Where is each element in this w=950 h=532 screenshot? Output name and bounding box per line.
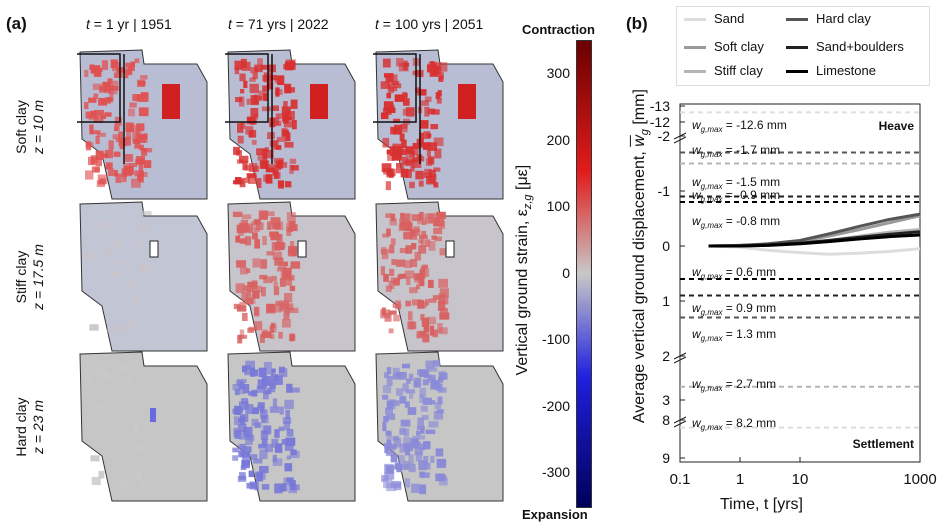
wmax-annotation: wg,max = 0.9 mm (692, 301, 776, 317)
legend-swatch (786, 18, 808, 22)
y-tick-label: 8 (662, 412, 670, 428)
legend-item: Sand (684, 11, 744, 26)
y-tick-label: -13 (650, 98, 670, 114)
wmax-annotation: wg,max = -1.7 mm (692, 143, 780, 159)
y-tick-label: 2 (662, 348, 670, 364)
wmax-annotation: wg,max = -0.9 mm (692, 188, 780, 204)
legend-item: Stiff clay (684, 63, 763, 78)
x-tick-label: 10 (792, 471, 809, 488)
legend-label: Sand (714, 11, 745, 26)
chart-xlabel: Time, t [yrs] (720, 496, 803, 513)
x-tick-label: 0.1 (670, 471, 691, 488)
y-tick-label: 9 (662, 450, 670, 466)
wmax-annotation: wg,max = 0.6 mm (692, 265, 776, 281)
heave-label: Heave (879, 119, 915, 133)
y-tick-label: -1 (658, 183, 671, 199)
col-title-3: t = 100 yrs | 2051 (375, 16, 484, 32)
series-line (708, 233, 921, 248)
legend-item: Hard clay (786, 11, 871, 26)
colorbar-tick: -100 (541, 331, 570, 347)
wmax-annotation: wg,max = 8.2 mm (692, 416, 776, 432)
legend-label: Stiff clay (714, 63, 763, 78)
legend-swatch (684, 70, 706, 74)
strain-map (227, 351, 356, 502)
strain-map (225, 49, 356, 200)
chart-ylabel: Average vertical ground displacement, wg… (630, 89, 652, 424)
y-tick-label: 3 (662, 392, 670, 408)
strain-map (79, 201, 208, 352)
legend-item: Soft clay (684, 39, 764, 54)
strain-map (227, 201, 356, 352)
settlement-label: Settlement (853, 437, 914, 451)
legend-swatch (684, 46, 706, 50)
legend-item: Sand+boulders (786, 39, 904, 54)
wmax-annotation: wg,max = -0.8 mm (692, 214, 780, 230)
y-tick-label: -2 (658, 128, 671, 144)
panel-a-label: (a) (6, 14, 27, 33)
colorbar-tick: -300 (541, 464, 570, 480)
legend-item: Limestone (786, 63, 876, 78)
y-tick-label: 0 (662, 238, 670, 254)
colorbar-tick: 300 (546, 65, 570, 81)
strain-map (375, 351, 504, 502)
legend-swatch (684, 18, 706, 22)
strain-map (77, 49, 208, 200)
wmax-annotation: wg,max = 1.3 mm (692, 327, 776, 343)
colorbar-bottom-label: Expansion (522, 507, 588, 522)
panel-b-label: (b) (626, 14, 648, 33)
colorbar (576, 40, 592, 508)
x-tick-label: 1 (736, 471, 744, 488)
colorbar-tick: 200 (546, 131, 570, 148)
colorbar-tick: 0 (562, 264, 570, 281)
col-title-2: t = 71 yrs | 2022 (228, 16, 329, 32)
legend-swatch (786, 46, 808, 50)
wmax-annotation: wg,max = -12.6 mm (692, 118, 787, 134)
series-line (708, 244, 921, 256)
legend-box (676, 6, 930, 86)
colorbar-tick: 100 (546, 198, 570, 214)
y-tick-label: 1 (662, 293, 670, 309)
x-tick-label: 1000 (903, 471, 936, 488)
legend-swatch (786, 70, 808, 74)
strain-map (79, 351, 208, 502)
col-title-1: t = 1 yr | 1951 (86, 16, 172, 32)
strain-map (373, 49, 504, 200)
y-tick-label: -12 (650, 114, 670, 130)
legend-label: Limestone (816, 63, 876, 78)
colorbar-top-label: Contraction (522, 22, 595, 37)
colorbar-tick: -200 (541, 397, 570, 414)
legend-label: Hard clay (816, 11, 871, 26)
wmax-annotation: wg,max = -1.5 mm (692, 175, 780, 191)
legend-label: Sand+boulders (816, 39, 904, 54)
strain-map (375, 201, 504, 352)
legend-label: Soft clay (714, 39, 764, 54)
wmax-annotation: wg,max = 2.7 mm (692, 377, 776, 393)
